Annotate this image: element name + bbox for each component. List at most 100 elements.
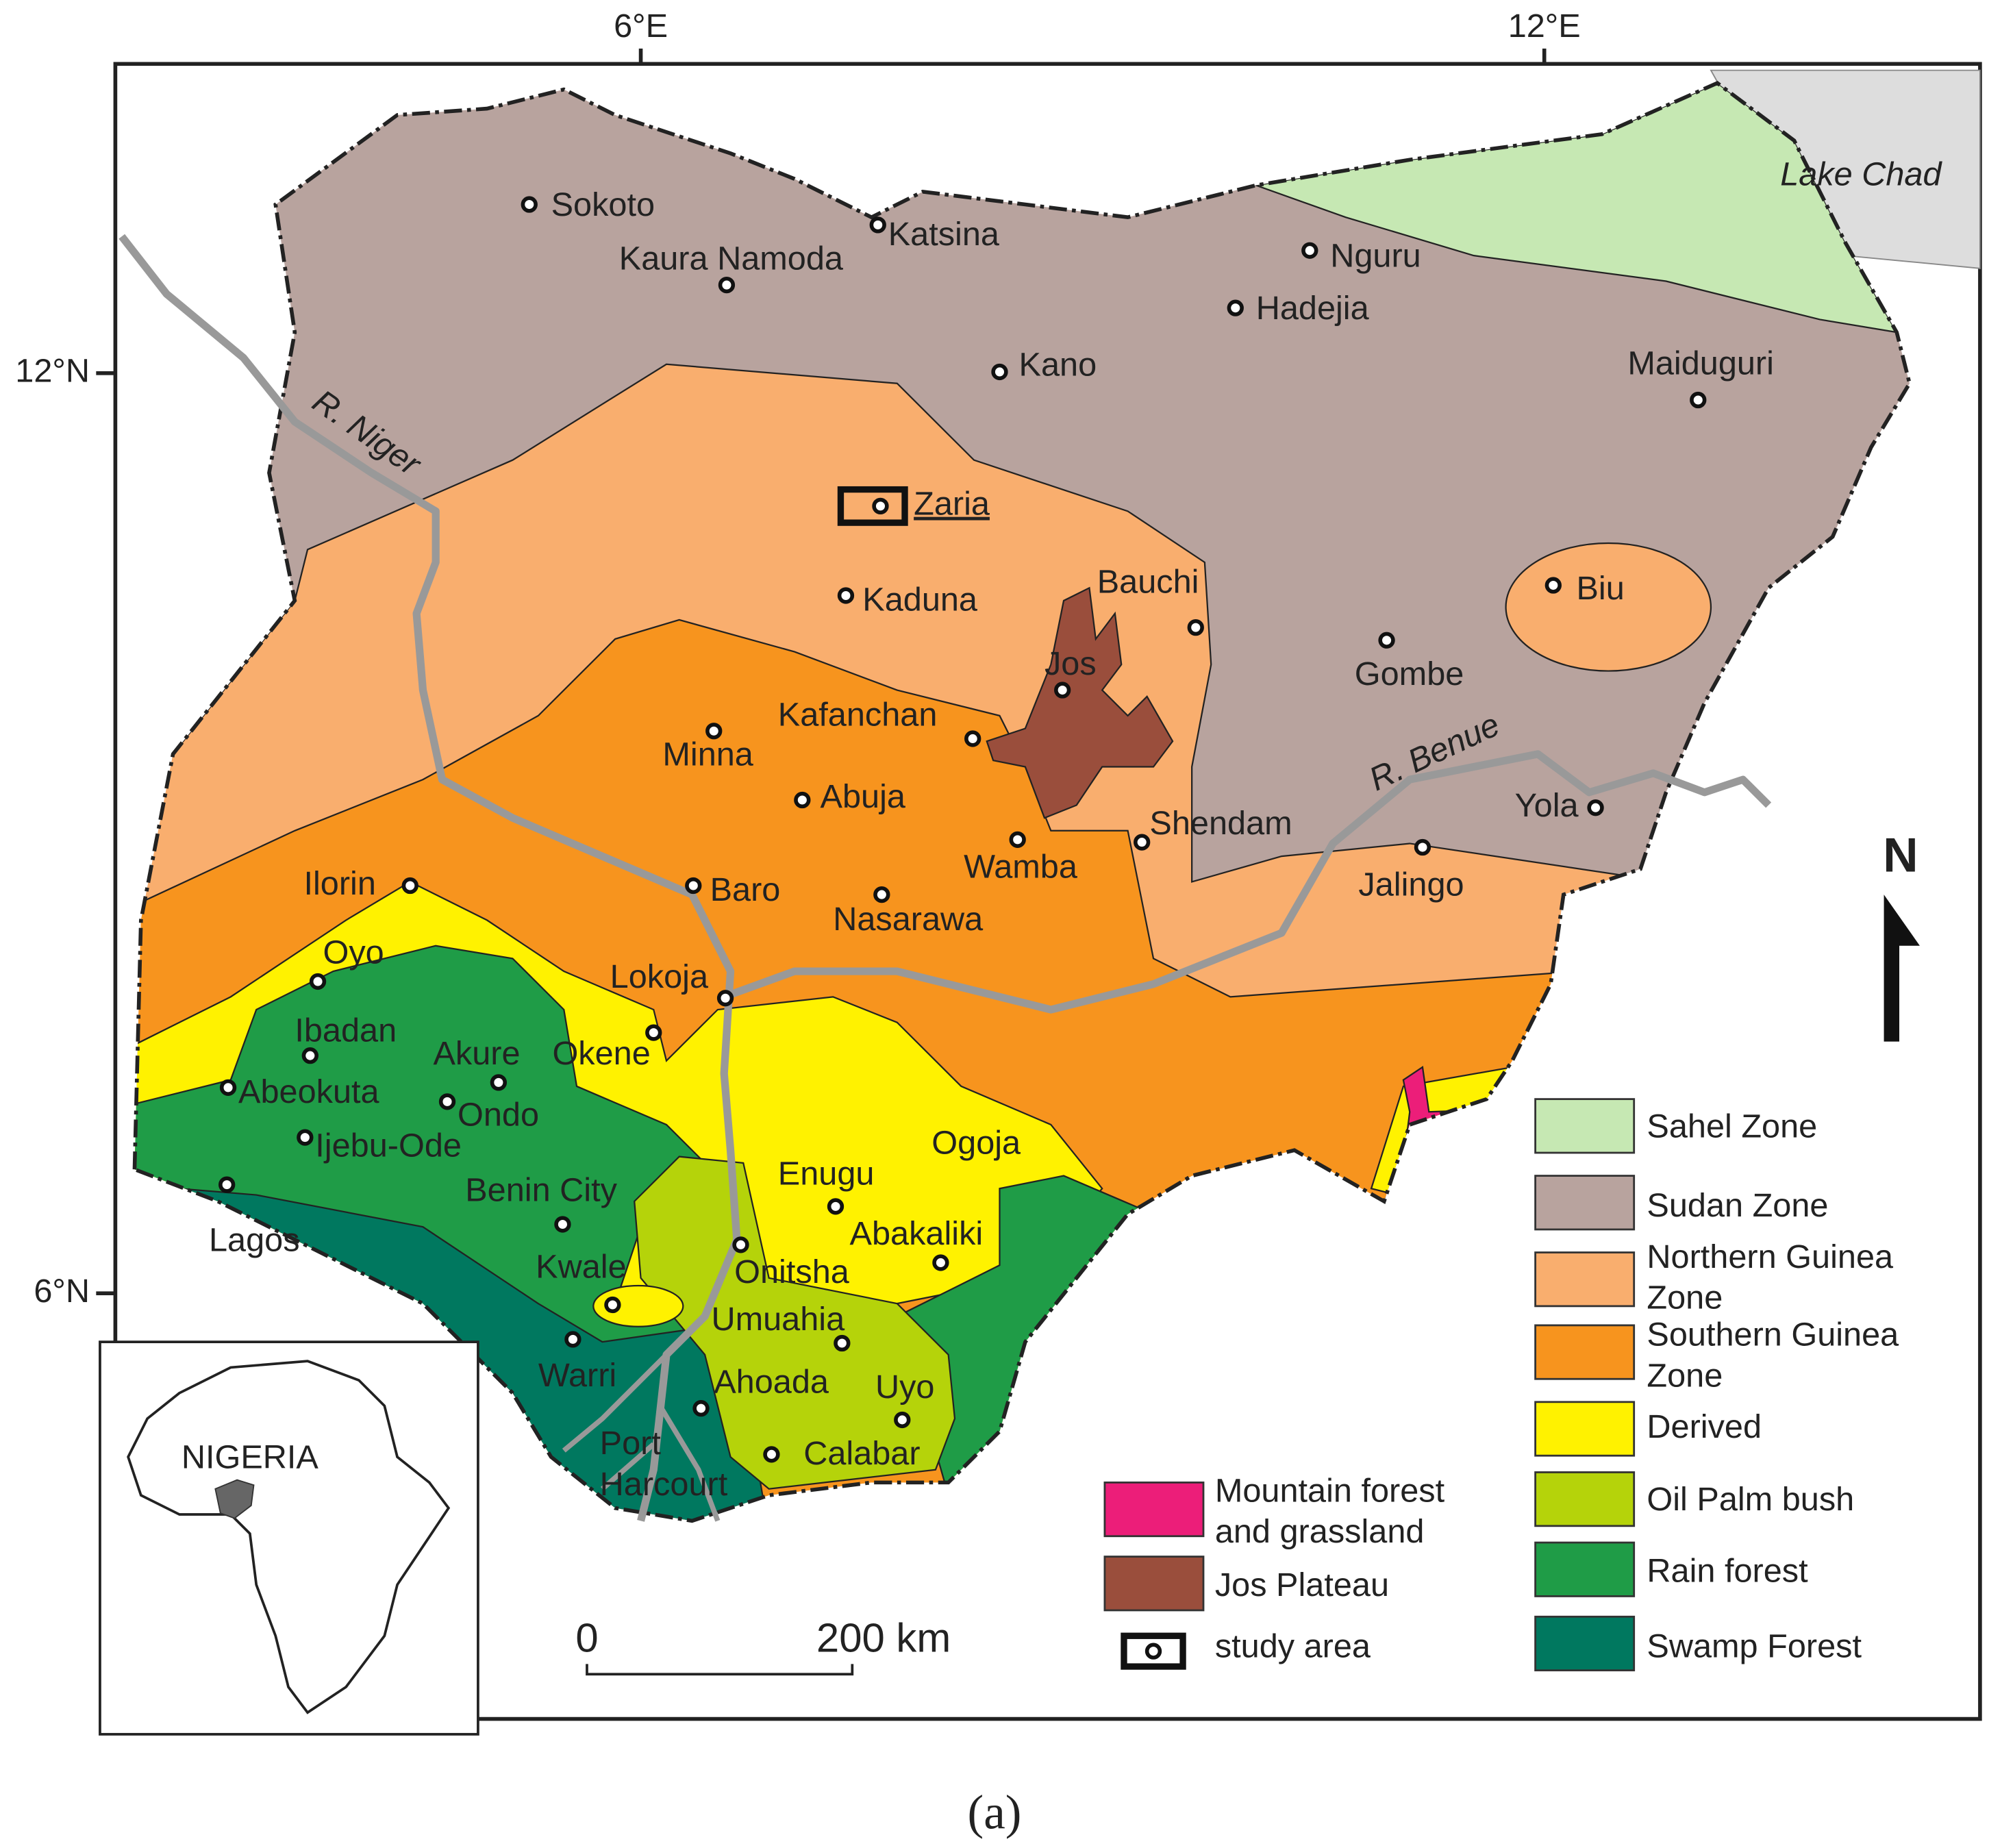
legend-swatch [1534, 1175, 1636, 1231]
city-label: Ogoja [931, 1125, 1021, 1162]
city-dot [763, 1446, 780, 1463]
lake-label: Lake Chad [1780, 155, 1942, 192]
city-dot [794, 791, 811, 809]
city-dot [1414, 838, 1431, 856]
city-dot [872, 497, 889, 514]
river [118, 234, 741, 1522]
zone [592, 1284, 684, 1327]
city-dot [1544, 577, 1562, 594]
city-label: Abakaliki [850, 1215, 984, 1252]
city-label: Jos [1044, 645, 1097, 682]
river [562, 1353, 721, 1522]
city-label: Kaduna [862, 582, 978, 619]
city-label: Nasarawa [833, 901, 984, 938]
city-dot [1378, 632, 1395, 649]
legend-swatch [1103, 1481, 1205, 1538]
city-label: Port Harcourt [600, 1425, 728, 1503]
study-area-marker [837, 486, 908, 526]
legend-swatch [1534, 1541, 1636, 1597]
city-dot [645, 1024, 662, 1041]
legend-swatch [1534, 1401, 1636, 1457]
north-label: N [1883, 829, 1918, 883]
legend-label: Rain forest [1647, 1553, 1808, 1590]
city-label: Kafanchan [778, 697, 938, 734]
city-label: Okene [552, 1035, 650, 1072]
city-dot [218, 1176, 236, 1193]
city-dot [297, 1129, 314, 1146]
city-label: Zaria [914, 486, 990, 523]
city-label: Maiduguri [1627, 345, 1774, 382]
city-dot [964, 730, 981, 747]
city-dot [309, 973, 327, 990]
city-label: Abeokuta [238, 1073, 380, 1110]
scale-label: 0 [575, 1615, 598, 1661]
legend-swatch [1534, 1471, 1636, 1527]
scale-bar [586, 1664, 854, 1676]
legend-label: Oil Palm bush [1647, 1481, 1854, 1518]
legend-label: Mountain forest and grassland [1215, 1472, 1445, 1550]
city-dot [1301, 242, 1318, 259]
legend-label: Sahel Zone [1647, 1108, 1817, 1145]
city-dot [1009, 831, 1026, 848]
legend-swatch [1534, 1615, 1636, 1672]
graticule [96, 48, 1547, 1296]
legend-swatch [1534, 1251, 1636, 1308]
scale-label: 200 km [816, 1615, 951, 1661]
city-dot [521, 196, 538, 213]
legend-label: Sudan Zone [1647, 1187, 1828, 1224]
city-dot [1054, 682, 1071, 699]
inset-nigeria [214, 1479, 255, 1519]
legend-label: Jos Plateau [1215, 1566, 1389, 1603]
legend-label: Northern Guinea Zone [1647, 1238, 1894, 1316]
zone [1505, 542, 1712, 672]
city-label: Umuahia [711, 1301, 845, 1338]
city-dot [1227, 299, 1244, 316]
city-label: Bauchi [1097, 564, 1199, 601]
city-dot [1587, 799, 1604, 816]
inset-label: NIGERIA [182, 1439, 319, 1476]
city-label: Onitsha [734, 1253, 850, 1290]
city-label: Ijebu-Ode [315, 1127, 462, 1164]
city-label: Hadejia [1256, 290, 1370, 327]
city-label: Benin City [465, 1172, 617, 1209]
city-label: Lokoja [610, 958, 709, 995]
city-label: Biu [1576, 570, 1624, 607]
legend-label: Swamp Forest [1647, 1628, 1862, 1665]
city-dot [894, 1411, 911, 1429]
city-dot [564, 1331, 581, 1348]
city-dot [301, 1047, 318, 1064]
city-label: Ibadan [295, 1012, 397, 1049]
lat-label: 6°N [34, 1273, 90, 1310]
city-dot [401, 877, 418, 895]
city-dot [932, 1254, 949, 1271]
city-label: Yola [1515, 787, 1579, 824]
rivers [118, 234, 1772, 1522]
city-label: Kwale [536, 1249, 626, 1286]
city-dot [438, 1093, 456, 1110]
city-label: Ilorin [303, 865, 375, 902]
city-dot [219, 1079, 237, 1096]
city-dot [869, 216, 886, 234]
city-dot [716, 990, 734, 1007]
city-dot [490, 1074, 508, 1091]
city-dot [991, 363, 1008, 381]
city-dot [732, 1236, 749, 1253]
city-label: Baro [710, 871, 781, 908]
lon-label: 6°E [614, 8, 668, 45]
legend-swatch [1534, 1098, 1636, 1154]
city-dot [827, 1198, 845, 1215]
city-label: Akure [433, 1035, 520, 1072]
city-dot [1187, 619, 1204, 636]
city-dot [873, 886, 890, 903]
city-label: Lagos [209, 1221, 300, 1258]
legend-swatch [1103, 1556, 1205, 1612]
legend-swatch [1121, 1632, 1186, 1670]
city-label: Warri [538, 1357, 616, 1394]
city-label: Enugu [778, 1155, 875, 1192]
city-label: Ondo [458, 1097, 539, 1134]
city-label: Oyo [323, 934, 384, 971]
city-dot [685, 877, 702, 895]
city-label: Nguru [1330, 238, 1421, 275]
